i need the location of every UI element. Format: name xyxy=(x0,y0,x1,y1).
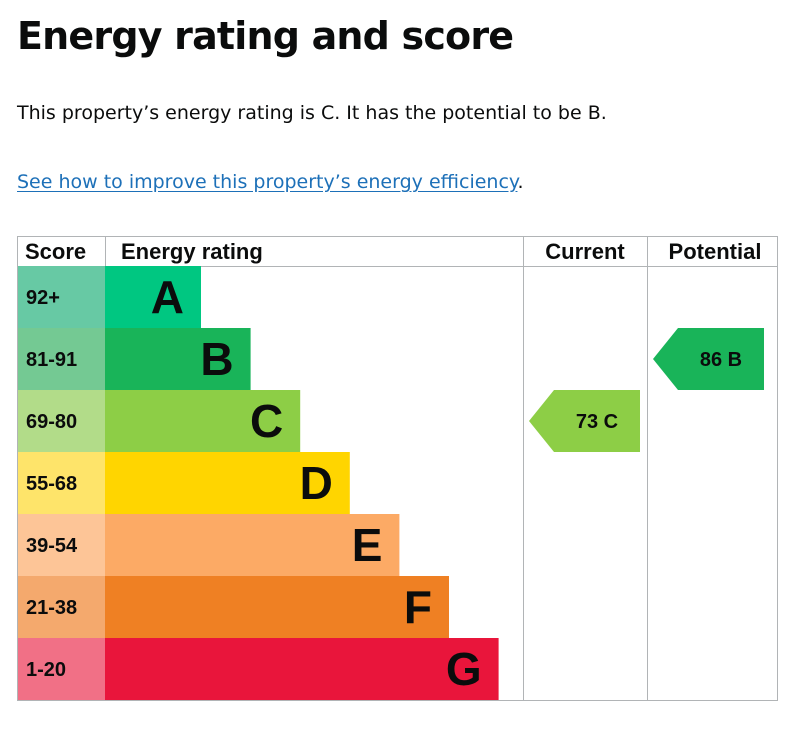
chart-tags: 73 C 86 B xyxy=(529,328,764,452)
score-range-g: 1-20 xyxy=(26,659,66,681)
band-letter-f: F xyxy=(404,581,432,633)
band-bar-a xyxy=(105,266,201,328)
band-letter-e: E xyxy=(352,519,383,571)
current-rating-label: 73 C xyxy=(576,411,618,433)
band-bar-c xyxy=(105,390,301,452)
score-cell-b xyxy=(18,328,105,390)
band-bar-g xyxy=(105,638,499,700)
band-letter-d: D xyxy=(300,457,333,509)
header-current: Current xyxy=(545,239,625,264)
band-letter-c: C xyxy=(250,395,283,447)
score-range-c: 69-80 xyxy=(26,411,77,433)
score-cell-e xyxy=(18,514,105,576)
score-range-b: 81-91 xyxy=(26,349,77,371)
band-bar-e xyxy=(105,514,400,576)
potential-rating-label: 86 B xyxy=(700,349,742,371)
score-cell-g xyxy=(18,638,105,700)
band-letter-b: B xyxy=(200,333,233,385)
potential-rating-arrow xyxy=(653,328,764,390)
improve-efficiency-link[interactable]: See how to improve this property’s energ… xyxy=(17,171,518,193)
score-cell-d xyxy=(18,452,105,514)
header-potential: Potential xyxy=(669,239,762,264)
rating-description: This property’s energy rating is C. It h… xyxy=(17,102,607,124)
table-border xyxy=(17,236,778,701)
score-range-f: 21-38 xyxy=(26,597,77,619)
band-bar-b xyxy=(105,328,251,390)
score-cell-f xyxy=(18,576,105,638)
score-range-e: 39-54 xyxy=(26,535,78,557)
chart-bands: 92+ A 81-91 B 69-80 C 55-68 D 39-54 E 21-38 F 1-20 G xyxy=(18,266,499,700)
header-score: Score xyxy=(25,239,86,264)
current-rating-arrow xyxy=(529,390,640,452)
page-title: Energy rating and score xyxy=(17,14,514,58)
band-letter-a: A xyxy=(151,271,184,323)
header-energy-rating: Energy rating xyxy=(121,239,263,264)
improve-link-line: See how to improve this property’s energ… xyxy=(17,171,524,193)
score-cell-c xyxy=(18,390,105,452)
band-bar-f xyxy=(105,576,449,638)
score-cell-a xyxy=(18,266,105,328)
score-range-a: 92+ xyxy=(26,287,60,309)
chart-headers: Score Energy rating Current Potential xyxy=(25,239,761,264)
link-suffix: . xyxy=(517,171,524,193)
band-letter-g: G xyxy=(446,643,482,695)
score-range-d: 55-68 xyxy=(26,473,77,495)
band-bar-d xyxy=(105,452,350,514)
